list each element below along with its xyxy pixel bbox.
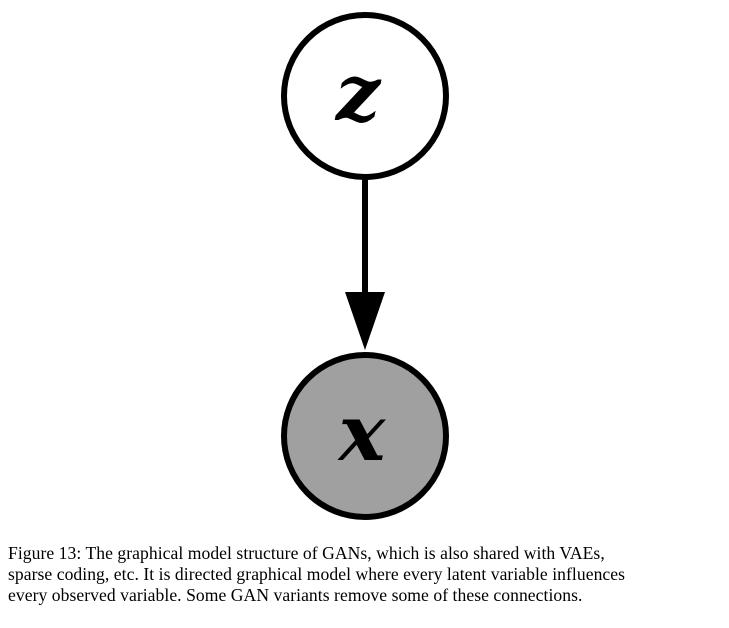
caption-line-2: sparse coding, etc. It is directed graph… (8, 564, 626, 584)
caption-line-1: Figure 13: The graphical model structure… (8, 543, 605, 563)
latent-node-z: z (281, 12, 449, 180)
observed-node-label: x (337, 388, 387, 479)
observed-node-circle (281, 352, 449, 520)
arrowhead (345, 292, 385, 350)
observed-node-x: x (281, 352, 449, 520)
latent-node-circle (281, 12, 449, 180)
caption-line-3: every observed variable. Some GAN varian… (8, 585, 583, 605)
latent-node-label: z (334, 48, 382, 139)
figure-caption: Figure 13: The graphical model structure… (8, 543, 724, 606)
graphical-model-diagram: z x (281, 12, 449, 520)
directed-edge (345, 178, 385, 350)
